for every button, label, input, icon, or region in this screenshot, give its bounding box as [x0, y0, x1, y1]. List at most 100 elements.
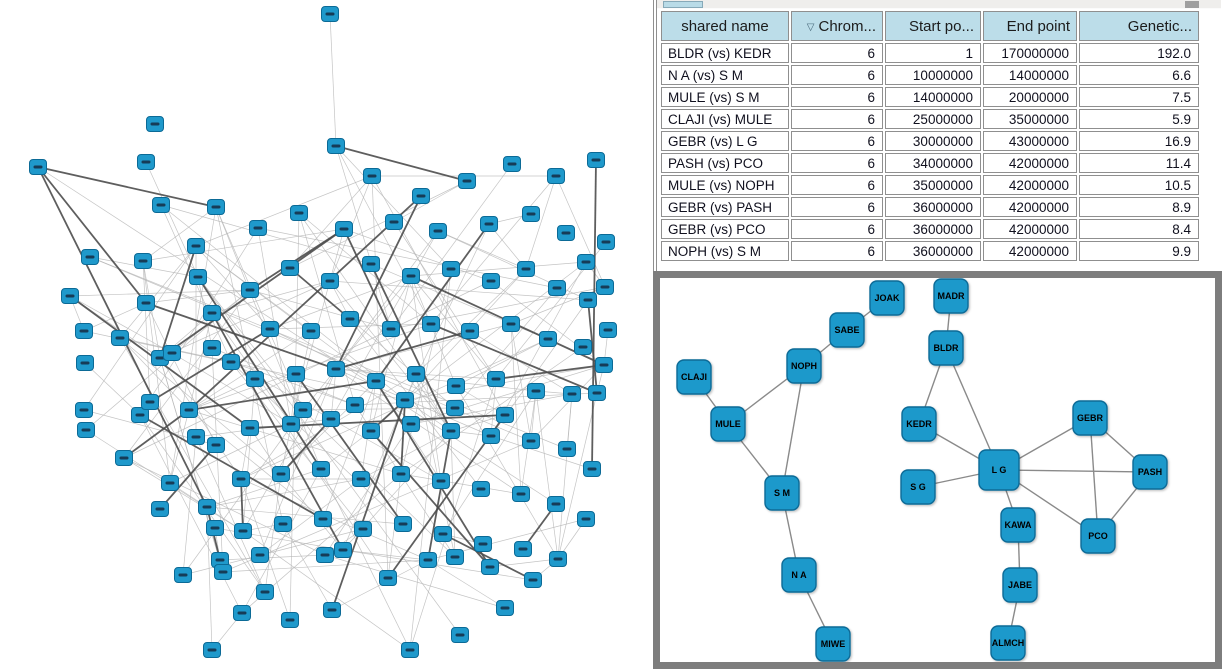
table-cell[interactable]: 43000000 — [983, 131, 1077, 151]
network-node-MADR[interactable]: MADR — [933, 278, 969, 314]
table-cell[interactable]: 35000000 — [983, 109, 1077, 129]
table-cell[interactable]: 9.9 — [1079, 241, 1199, 261]
network-node[interactable] — [548, 280, 566, 296]
table-row[interactable]: N A (vs) S M 6 10000000 14000000 6.6 — [661, 65, 1199, 85]
network-node[interactable] — [294, 402, 312, 418]
network-edge-NOPH-SM[interactable] — [781, 365, 805, 494]
network-node[interactable] — [281, 612, 299, 628]
network-node[interactable] — [514, 541, 532, 557]
network-node-KAWA[interactable]: KAWA — [1000, 507, 1036, 543]
network-node[interactable] — [206, 520, 224, 536]
column-header-genetic[interactable]: Genetic... — [1079, 11, 1199, 41]
network-node[interactable] — [557, 225, 575, 241]
network-node[interactable] — [281, 260, 299, 276]
network-node[interactable] — [29, 159, 47, 175]
network-node[interactable] — [314, 511, 332, 527]
network-node[interactable] — [290, 205, 308, 221]
table-row[interactable]: MULE (vs) S M 6 14000000 20000000 7.5 — [661, 87, 1199, 107]
table-cell[interactable]: 10.5 — [1079, 175, 1199, 195]
network-node[interactable] — [137, 295, 155, 311]
table-cell[interactable]: 36000000 — [885, 197, 981, 217]
network-node[interactable] — [597, 234, 615, 250]
table-cell[interactable]: 20000000 — [983, 87, 1077, 107]
network-node[interactable] — [502, 316, 520, 332]
network-node[interactable] — [232, 471, 250, 487]
network-node-NA[interactable]: N A — [781, 557, 817, 593]
network-node[interactable] — [522, 433, 540, 449]
network-node[interactable] — [599, 322, 617, 338]
network-node[interactable] — [146, 116, 164, 132]
network-node[interactable] — [447, 378, 465, 394]
network-node-JABE[interactable]: JABE — [1002, 567, 1038, 603]
network-node[interactable] — [115, 450, 133, 466]
network-edge-LG-PASH[interactable] — [998, 469, 1151, 473]
network-node-SABE[interactable]: SABE — [829, 312, 865, 348]
network-node[interactable] — [322, 411, 340, 427]
network-node[interactable] — [312, 461, 330, 477]
table-cell[interactable]: 42000000 — [983, 175, 1077, 195]
table-cell[interactable]: GEBR (vs) PASH — [661, 197, 789, 217]
network-node[interactable] — [396, 392, 414, 408]
table-cell[interactable]: 42000000 — [983, 219, 1077, 239]
table-cell[interactable]: 6 — [791, 87, 883, 107]
network-node[interactable] — [474, 536, 492, 552]
table-cell[interactable]: 1 — [885, 43, 981, 63]
network-node[interactable] — [461, 323, 479, 339]
table-cell[interactable]: 6 — [791, 109, 883, 129]
table-cell[interactable]: 42000000 — [983, 241, 1077, 261]
network-node[interactable] — [577, 254, 595, 270]
network-node[interactable] — [174, 567, 192, 583]
network-node[interactable] — [61, 288, 79, 304]
network-node[interactable] — [363, 168, 381, 184]
table-cell[interactable]: 35000000 — [885, 175, 981, 195]
table-cell[interactable]: MULE (vs) S M — [661, 87, 789, 107]
table-cell[interactable]: 6 — [791, 197, 883, 217]
network-node[interactable] — [503, 156, 521, 172]
network-node[interactable] — [222, 354, 240, 370]
table-row[interactable]: NOPH (vs) S M 6 36000000 42000000 9.9 — [661, 241, 1199, 261]
network-node[interactable] — [234, 523, 252, 539]
network-node[interactable] — [274, 516, 292, 532]
network-node[interactable] — [203, 305, 221, 321]
network-node[interactable] — [547, 496, 565, 512]
network-node[interactable] — [187, 429, 205, 445]
network-node[interactable] — [316, 547, 334, 563]
table-tab-chip[interactable] — [663, 1, 703, 8]
overview-network-canvas[interactable] — [0, 0, 653, 669]
network-node[interactable] — [401, 642, 419, 658]
network-node[interactable] — [596, 279, 614, 295]
network-node[interactable] — [367, 373, 385, 389]
network-node[interactable] — [402, 416, 420, 432]
network-node[interactable] — [563, 386, 581, 402]
network-node[interactable] — [321, 6, 339, 22]
network-node[interactable] — [241, 282, 259, 298]
network-node[interactable] — [198, 499, 216, 515]
table-cell[interactable]: 6 — [791, 43, 883, 63]
network-node[interactable] — [261, 321, 279, 337]
network-node[interactable] — [472, 481, 490, 497]
network-node[interactable] — [446, 400, 464, 416]
table-cell[interactable]: 6 — [791, 241, 883, 261]
network-node[interactable] — [249, 220, 267, 236]
table-row[interactable]: GEBR (vs) PCO 6 36000000 42000000 8.4 — [661, 219, 1199, 239]
network-node[interactable] — [180, 402, 198, 418]
table-cell[interactable]: 25000000 — [885, 109, 981, 129]
network-node[interactable] — [161, 475, 179, 491]
table-cell[interactable]: 170000000 — [983, 43, 1077, 63]
network-node[interactable] — [394, 516, 412, 532]
network-node[interactable] — [214, 564, 232, 580]
network-node[interactable] — [547, 168, 565, 184]
table-cell[interactable]: N A (vs) S M — [661, 65, 789, 85]
network-node[interactable] — [241, 420, 259, 436]
table-cell[interactable]: 192.0 — [1079, 43, 1199, 63]
network-node[interactable] — [352, 471, 370, 487]
network-node[interactable] — [362, 256, 380, 272]
network-node[interactable] — [549, 551, 567, 567]
table-cell[interactable]: CLAJI (vs) MULE — [661, 109, 789, 129]
network-node-MULE[interactable]: MULE — [710, 406, 746, 442]
network-node[interactable] — [524, 572, 542, 588]
network-node-BLDR[interactable]: BLDR — [928, 330, 964, 366]
network-node[interactable] — [334, 542, 352, 558]
scrollbar-thumb[interactable] — [1185, 1, 1199, 8]
network-node[interactable] — [282, 416, 300, 432]
